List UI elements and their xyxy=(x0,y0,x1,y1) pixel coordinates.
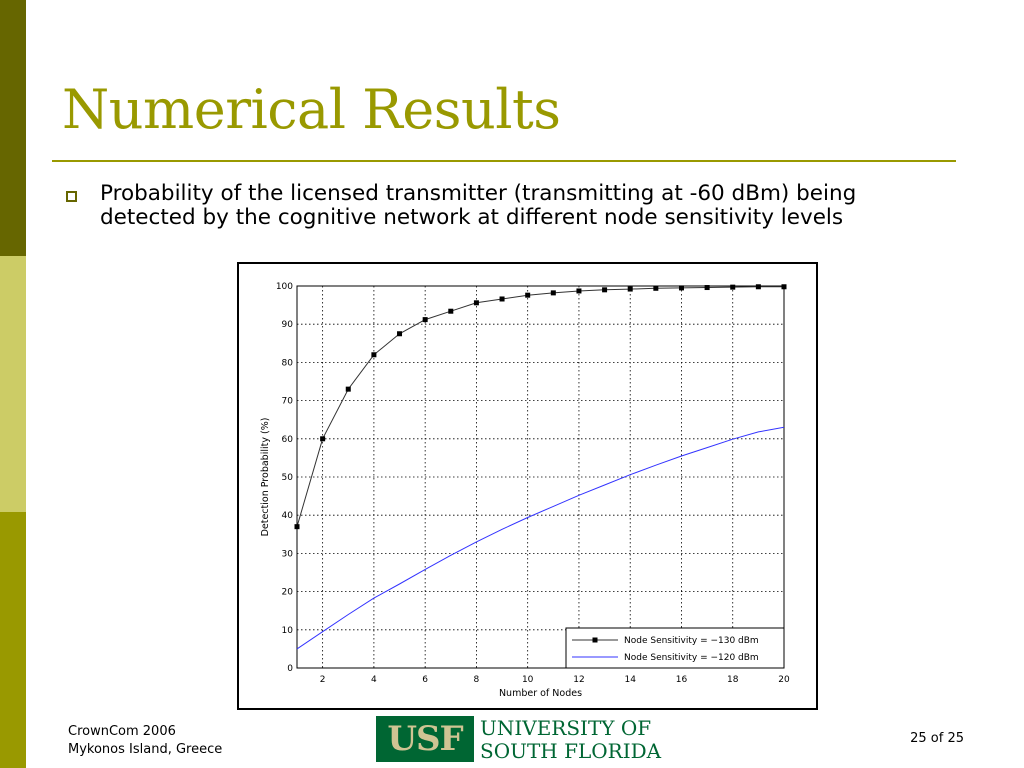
y-tick-label: 100 xyxy=(276,282,293,292)
y-tick-label: 20 xyxy=(282,588,294,598)
series-1-marker xyxy=(781,284,787,290)
sidebar-band-light xyxy=(0,256,26,512)
series-1-marker xyxy=(576,288,582,294)
series-1-marker xyxy=(704,285,710,291)
series-1-marker xyxy=(730,284,736,290)
series-1-marker xyxy=(371,352,377,358)
series-1-marker xyxy=(397,331,403,337)
x-tick-label: 6 xyxy=(422,675,428,685)
bullet-text: Probability of the licensed transmitter … xyxy=(100,181,857,230)
y-tick-label: 40 xyxy=(282,511,294,521)
series-1-marker xyxy=(755,284,761,290)
x-tick-label: 8 xyxy=(474,675,480,685)
x-tick-label: 20 xyxy=(778,675,790,685)
y-tick-label: 30 xyxy=(282,549,294,559)
sidebar-band-medium xyxy=(0,512,26,768)
y-tick-label: 60 xyxy=(282,435,294,445)
usf-logo-mark: USF xyxy=(376,716,474,762)
series-line-1 xyxy=(296,286,784,527)
usf-logo-line2: SOUTH FLORIDA xyxy=(480,739,662,763)
footer-conference: CrownCom 2006 Mykonos Island, Greece xyxy=(68,723,222,759)
legend-box xyxy=(565,627,785,669)
series-1-marker xyxy=(422,317,428,323)
series-1-marker xyxy=(473,300,479,306)
x-tick-label: 4 xyxy=(371,675,377,685)
legend-label-1: Node Sensitivity = −130 dBm xyxy=(624,636,759,646)
x-tick-label: 16 xyxy=(676,675,688,685)
x-tick-label: 2 xyxy=(320,675,326,685)
series-1-marker xyxy=(525,292,531,298)
x-tick-label: 12 xyxy=(573,675,584,685)
chart-frame: 2 4 6 8 10 12 14 16 18 20 0 10 20 30 40 50 60 70 80 90 100 Nu… xyxy=(237,262,818,710)
y-tick-label: 50 xyxy=(282,473,294,483)
y-tick-label: 90 xyxy=(282,320,294,330)
y-axis-label: Detection Probability (%) xyxy=(260,418,271,537)
series-1-marker xyxy=(499,296,505,302)
sidebar-band-dark xyxy=(0,0,26,256)
title-divider xyxy=(52,160,956,162)
slide-title: Numerical Results xyxy=(62,78,561,141)
x-tick-label: 10 xyxy=(522,675,534,685)
series-1-marker xyxy=(678,285,684,291)
usf-logo-line1: UNIVERSITY OF xyxy=(480,716,652,740)
series-1-marker xyxy=(653,285,659,291)
series-1-marker xyxy=(602,287,608,293)
footer-conference-location: Mykonos Island, Greece xyxy=(68,742,223,757)
series-1-marker xyxy=(294,524,300,530)
usf-logo: USF UNIVERSITY OF SOUTH FLORIDA xyxy=(376,716,662,763)
series-1-marker xyxy=(550,290,556,296)
y-tick-label: 70 xyxy=(282,397,294,407)
y-tick-label: 0 xyxy=(287,664,293,674)
series-line-2 xyxy=(296,426,785,650)
footer-conference-name: CrownCom 2006 xyxy=(68,724,176,739)
y-tick-label: 80 xyxy=(282,358,294,368)
legend-marker-1 xyxy=(592,637,598,643)
legend-label-2: Node Sensitivity = −120 dBm xyxy=(624,653,759,663)
detection-probability-chart: 2 4 6 8 10 12 14 16 18 20 0 10 20 30 40 50 60 70 80 90 100 Nu… xyxy=(260,282,790,699)
plot-area xyxy=(296,285,785,669)
x-tick-label: 18 xyxy=(727,675,739,685)
series-1-marker xyxy=(448,308,454,314)
series-1-marker xyxy=(345,386,351,392)
x-tick-label: 14 xyxy=(624,675,636,685)
y-tick-label: 10 xyxy=(282,626,294,636)
series-1-marker xyxy=(627,286,633,292)
series-1-marker xyxy=(320,436,326,442)
page-number: 25 of 25 xyxy=(910,731,964,746)
bullet-square-icon xyxy=(66,191,77,202)
x-axis-label: Number of Nodes xyxy=(499,688,582,699)
